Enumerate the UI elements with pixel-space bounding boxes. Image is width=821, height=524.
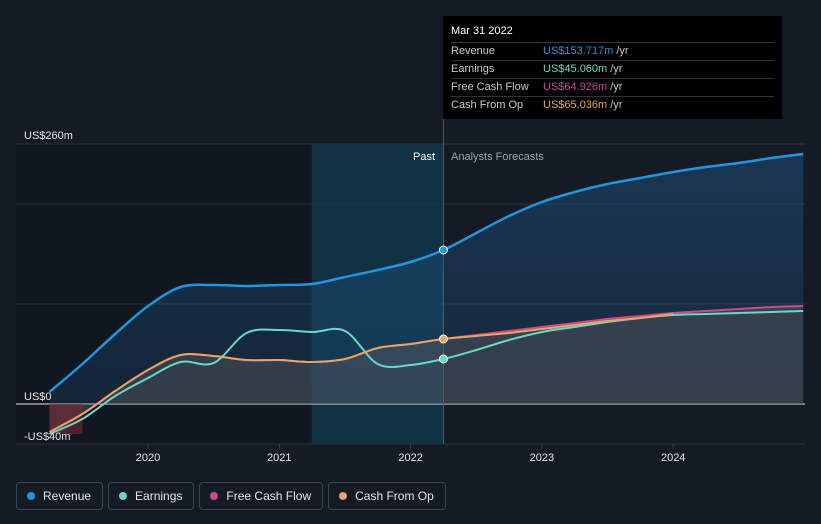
cash-from-op-marker: [438, 334, 448, 344]
x-tick-label: 2022: [398, 452, 422, 464]
series-areas: [49, 154, 804, 434]
legend-label: Revenue: [43, 489, 92, 503]
legend-dot-icon: [119, 492, 128, 500]
x-tick-label: 2020: [136, 452, 160, 464]
tooltip-date: Mar 31 2022: [451, 24, 774, 43]
legend-dot-icon: [339, 492, 348, 500]
x-tick-label: 2024: [661, 452, 685, 464]
y-axis: US$260m US$0 -US$40m: [24, 130, 73, 443]
tooltip-row: Revenue US$153.717m/yr: [451, 43, 774, 61]
cash-flow-area: [49, 306, 804, 432]
tooltip-row-name: Revenue: [451, 45, 496, 57]
tooltip-row-unit: /yr: [610, 63, 623, 75]
legend-label: Earnings: [135, 489, 183, 503]
legend-dot-icon: [27, 492, 35, 500]
legend: Revenue Earnings Free Cash Flow Cash From O…: [16, 482, 451, 510]
cash-from-op-line: [49, 313, 674, 433]
tooltip-row: Cash From Op US$65.036m/yr: [451, 97, 774, 114]
tooltip-rows: Revenue US$153.717m/yr Earnings US$45.060m /…: [451, 43, 774, 114]
tooltip-row-unit: /yr: [610, 99, 623, 111]
highlight-markers: [438, 245, 448, 364]
revenue-line: [48, 152, 804, 393]
earnings-line: [49, 310, 804, 435]
legend-dot-icon: [210, 492, 219, 500]
y-tick-label: -US$40m: [24, 431, 70, 443]
revenue-area: [49, 154, 804, 404]
legend-label: Free Cash Flow: [226, 489, 312, 503]
tooltip: Mar 31 2022 Revenue US$153.717m/yr Earning…: [443, 16, 782, 119]
earnings-marker: [438, 354, 448, 364]
y-tick-label: US$0: [24, 391, 52, 403]
tooltip-row-value: US$45.060m: [543, 63, 608, 75]
tooltip-row: Free Cash Flow US$64.926m/yr: [451, 79, 774, 97]
tooltip-row-name: Cash From Op: [451, 99, 524, 111]
revenue-marker: [438, 245, 448, 255]
y-tick-label: US$260m: [24, 130, 73, 142]
legend-item-free-cash-flow[interactable]: Free Cash Flow: [199, 482, 324, 510]
tooltip-row-name: Free Cash Flow: [451, 81, 529, 93]
past-label: Past: [413, 151, 435, 163]
tooltip-row-unit: /yr: [616, 45, 629, 57]
tooltip-row-name: Earnings: [451, 63, 495, 75]
forecast-label: Analysts Forecasts: [451, 151, 544, 163]
x-axis: 2020 2021 2022 2023 2024: [136, 444, 685, 464]
tooltip-row-unit: /yr: [610, 81, 623, 93]
tooltip-row-value: US$153.717m: [543, 45, 614, 57]
legend-item-earnings[interactable]: Earnings: [108, 482, 195, 510]
series-lines: [48, 152, 804, 435]
legend-label: Cash From Op: [355, 489, 434, 503]
tooltip-row-value: US$64.926m: [543, 81, 608, 93]
tooltip-row: Earnings US$45.060m/yr: [451, 61, 774, 79]
legend-item-revenue[interactable]: Revenue: [16, 482, 104, 510]
x-tick-label: 2021: [267, 452, 291, 464]
x-tick-label: 2023: [530, 452, 554, 464]
legend-item-cash-from-op[interactable]: Cash From Op: [328, 482, 446, 510]
tooltip-row-value: US$65.036m: [543, 99, 608, 111]
